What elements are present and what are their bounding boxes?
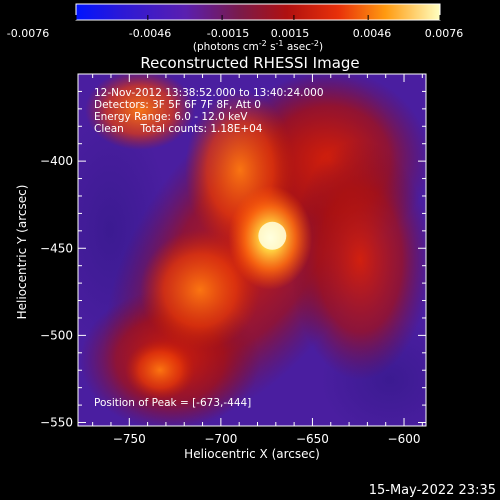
colorbar-tick-label: -0.0046 xyxy=(129,27,171,40)
colorbar-tick-label: 0.0076 xyxy=(425,27,464,40)
colorbar-gradient xyxy=(75,3,441,21)
peak-core xyxy=(258,221,287,250)
units-part: ) xyxy=(319,41,323,53)
chart-title: Reconstructed RHESSI Image xyxy=(140,54,359,72)
peak-emission xyxy=(228,185,313,290)
y-axis-label: Heliocentric Y (arcsec) xyxy=(15,185,29,320)
units-exp: -2 xyxy=(311,39,319,48)
axis-ticks xyxy=(78,74,426,426)
annotation-time: 12-Nov-2012 13:38:52.000 to 13:40:24.000 xyxy=(94,87,324,99)
units-part: s xyxy=(267,41,276,53)
colorbar-tick-label: -0.0015 xyxy=(207,27,249,40)
units-part: (photons cm xyxy=(193,41,259,53)
red-emission xyxy=(290,140,426,380)
heatmap-image xyxy=(78,74,426,426)
x-tick-label: −600 xyxy=(388,432,421,446)
units-exp: -1 xyxy=(276,39,284,48)
orange-emission xyxy=(125,340,195,400)
y-tick-label: −450 xyxy=(40,241,73,255)
colorbar-tick-label: -0.0076 xyxy=(7,27,49,40)
annotation-peak-position: Position of Peak = [-673,-444] xyxy=(94,397,251,409)
annotation-clean: Clean Total counts: 1.18E+04 xyxy=(94,123,263,135)
y-tick-label: −550 xyxy=(40,416,73,430)
colorbar: -0.0076 -0.0046 -0.0015 0.0015 0.0046 0.… xyxy=(7,3,464,53)
x-axis-label: Heliocentric X (arcsec) xyxy=(184,447,320,461)
colorbar-ticks xyxy=(75,15,441,20)
annotation-detectors: Detectors: 3F 5F 6F 7F 8F, Att 0 xyxy=(94,99,261,111)
y-tick-label: −500 xyxy=(40,328,73,342)
observation-annotations: 12-Nov-2012 13:38:52.000 to 13:40:24.000… xyxy=(94,87,324,409)
colorbar-tick-label: 0.0015 xyxy=(271,27,310,40)
footer-timestamp: 15-May-2022 23:35 xyxy=(369,483,496,498)
x-tick-label: −750 xyxy=(113,432,146,446)
annotation-energy: Energy Range: 6.0 - 12.0 keV xyxy=(94,111,248,123)
y-tick-label: −400 xyxy=(40,154,73,168)
colorbar-units: (photons cm-2 s-1 asec-2) xyxy=(193,39,323,53)
colorbar-tick-label: 0.0046 xyxy=(353,27,392,40)
x-tick-label: −650 xyxy=(296,432,329,446)
units-exp: -2 xyxy=(259,39,267,48)
orange-emission xyxy=(140,230,260,350)
y-tick-labels: −550 −500 −450 −400 xyxy=(40,154,73,429)
units-part: asec xyxy=(284,41,312,53)
x-tick-label: −700 xyxy=(204,432,237,446)
x-tick-labels: −750 −700 −650 −600 xyxy=(113,432,421,446)
plot-frame xyxy=(77,73,427,427)
orange-emission xyxy=(85,74,195,150)
